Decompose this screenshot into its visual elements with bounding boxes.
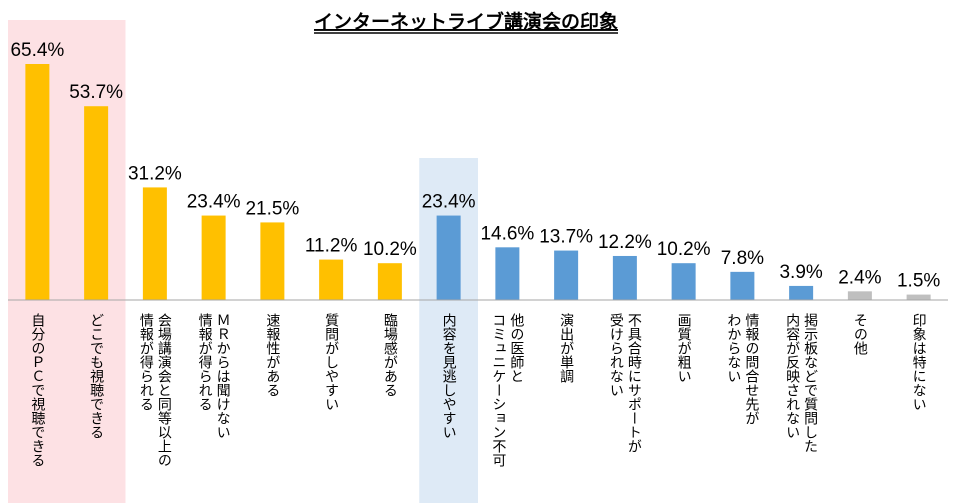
value-label-11: 12.2% <box>598 232 652 253</box>
bar-9 <box>495 247 520 300</box>
category-label-14-line-1: 掲示板などで質問した <box>802 313 818 453</box>
bar-5 <box>260 222 285 300</box>
value-label-6: 11.2% <box>305 236 358 257</box>
category-label-3-line-2: 情報が得られる <box>138 313 154 411</box>
value-label-10: 13.7% <box>539 227 593 248</box>
category-label-4-line-1: ＭＲからは聞けない <box>215 313 231 439</box>
category-label-16: 印象は特にない <box>911 313 927 411</box>
category-label-8: 内容を見逃しやすい <box>441 313 457 439</box>
highlight-band-2 <box>419 158 478 503</box>
bar-3 <box>142 187 167 300</box>
value-label-13: 7.8% <box>721 248 764 269</box>
value-label-15: 2.4% <box>838 267 881 288</box>
value-label-8: 23.4% <box>422 192 476 213</box>
value-label-14: 3.9% <box>779 262 822 283</box>
category-label-13-line-1: 情報の問合せ先が <box>743 313 759 425</box>
value-label-1: 65.4% <box>10 40 64 61</box>
category-label-4-line-2: 情報が得られる <box>197 313 213 411</box>
bar-7 <box>377 263 402 300</box>
bar-12 <box>671 263 696 300</box>
bar-1 <box>25 64 50 300</box>
value-label-4: 23.4% <box>187 192 241 213</box>
category-label-15: その他 <box>852 313 868 356</box>
category-label-11-line-1: 不具合時にサポートが <box>626 313 642 453</box>
category-label-5: 速報性がある <box>264 313 280 397</box>
category-label-12: 画質が粗い <box>676 313 692 383</box>
chart-title: インターネットライブ講演会の印象 <box>314 10 618 33</box>
bar-11 <box>612 255 637 300</box>
category-label-9-line-2: コミュニケーション不可 <box>490 313 506 467</box>
bar-16 <box>906 294 931 300</box>
category-label-6: 質問がしやすい <box>323 313 339 411</box>
category-label-13-line-2: わからない <box>725 313 741 383</box>
category-label-3-line-1: 会場講演会と同等以上の <box>156 313 172 467</box>
category-label-2: どこでも視聴できる <box>88 313 104 439</box>
value-label-16: 1.5% <box>897 271 940 292</box>
bar-2 <box>84 106 109 300</box>
value-label-7: 10.2% <box>363 239 417 260</box>
value-label-12: 10.2% <box>657 239 711 260</box>
bar-13 <box>730 271 755 300</box>
value-label-3: 31.2% <box>128 163 182 184</box>
category-label-10: 演出が単調 <box>558 313 574 383</box>
category-label-7: 臨場感がある <box>382 313 398 397</box>
value-label-2: 53.7% <box>69 82 123 103</box>
category-label-11-line-2: 受けられない <box>608 313 624 397</box>
value-label-5: 21.5% <box>245 198 299 219</box>
bar-14 <box>789 285 814 300</box>
category-label-14-line-2: 内容が反映されない <box>784 313 800 439</box>
category-label-1: 自分のＰＣで視聴できる <box>29 313 45 467</box>
bar-6 <box>319 259 344 300</box>
bar-10 <box>554 250 579 300</box>
category-label-9-line-1: 他の医師と <box>508 313 524 383</box>
bar-4 <box>201 215 226 300</box>
bar-8 <box>436 215 461 300</box>
value-label-9: 14.6% <box>480 223 534 244</box>
bar-15 <box>847 291 872 300</box>
